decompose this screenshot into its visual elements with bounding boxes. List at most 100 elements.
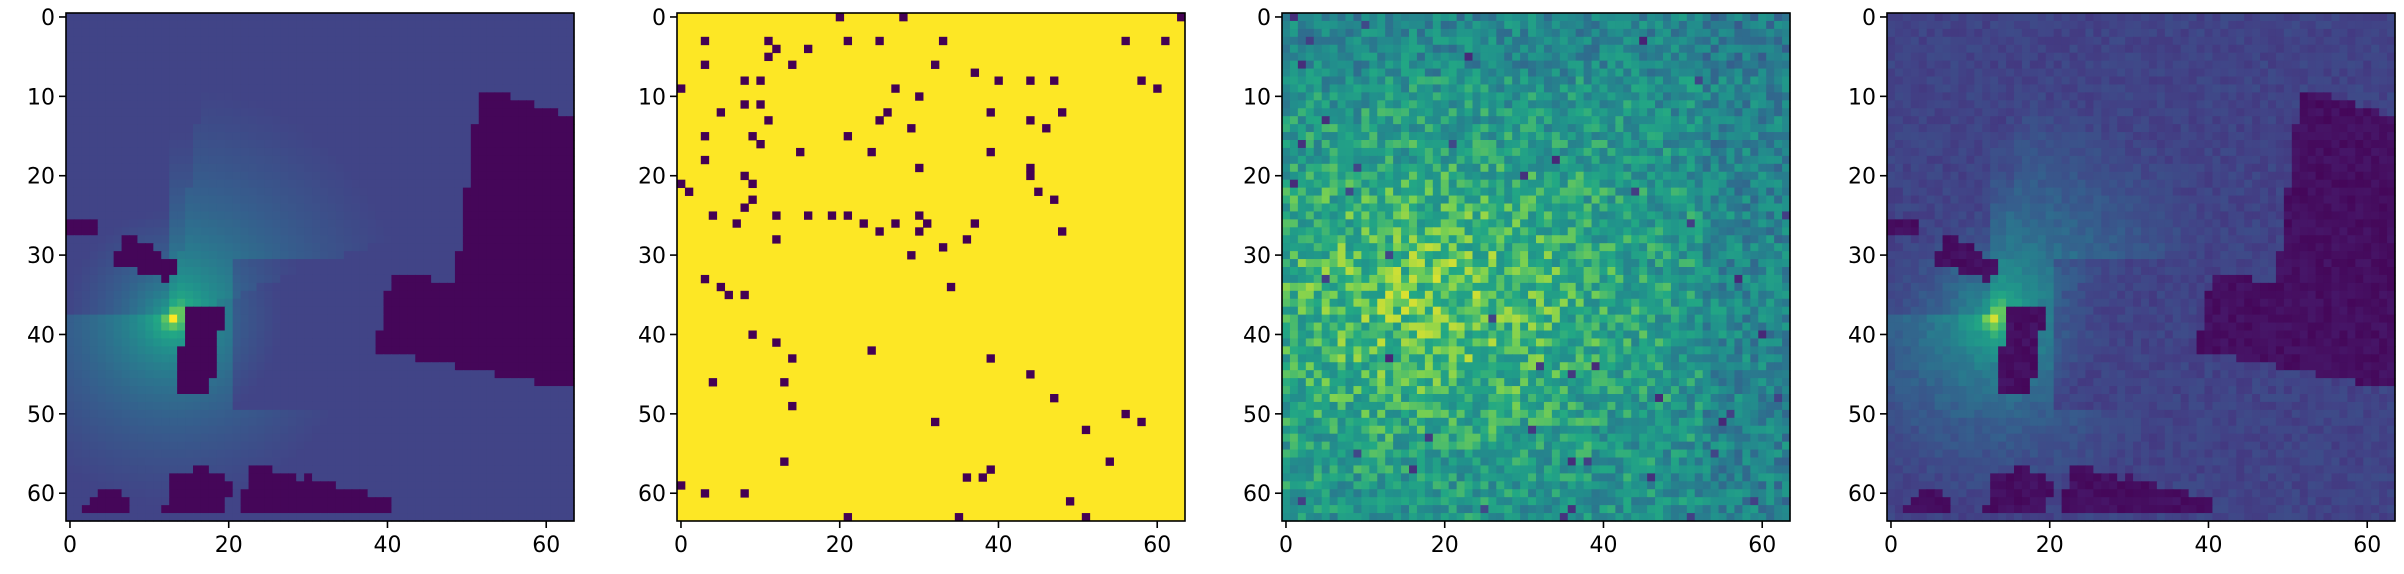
heatmap-cell [89, 92, 99, 101]
mask-background [677, 13, 1185, 521]
heatmap-cell [208, 195, 218, 205]
heatmap-cell [304, 163, 313, 173]
heatmap-cell [399, 386, 408, 395]
heatmap-cell [351, 322, 361, 332]
heatmap-cell [327, 441, 337, 451]
heatmap-cell [1313, 68, 1323, 78]
heatmap-cell [256, 346, 266, 355]
heatmap-cell [248, 108, 258, 117]
heatmap-cell [137, 140, 146, 149]
heatmap-cell [97, 370, 107, 379]
heatmap-cell [121, 489, 131, 498]
heatmap-cell [1718, 76, 1728, 86]
heatmap-cell [256, 362, 266, 371]
heatmap-cell [542, 219, 551, 228]
heatmap-cell [89, 20, 99, 30]
heatmap-cell [216, 465, 226, 474]
heatmap-cell [1567, 60, 1577, 70]
heatmap-cell [343, 267, 353, 276]
heatmap-cell [304, 267, 313, 276]
heatmap-cell [169, 417, 178, 427]
heatmap-cell [470, 417, 480, 427]
heatmap-cell [97, 140, 107, 149]
heatmap-cell [320, 52, 329, 62]
heatmap-cell [256, 259, 266, 268]
heatmap-cell [502, 195, 512, 205]
heatmap-cell [232, 92, 242, 101]
heatmap-cell [1416, 36, 1426, 46]
heatmap-cell [526, 92, 535, 101]
heatmap-cell [550, 44, 559, 54]
heatmap-cell [256, 465, 266, 474]
heatmap-cell [73, 409, 83, 419]
heatmap-cell [566, 211, 575, 220]
heatmap-cell [1377, 84, 1386, 93]
heatmap-cell [431, 116, 440, 125]
heatmap-cell [161, 76, 170, 86]
heatmap-cell [240, 259, 250, 268]
heatmap-cell [510, 13, 520, 22]
heatmap-cell [161, 505, 170, 514]
heatmap-cell [304, 505, 313, 514]
heatmap-cell [232, 163, 242, 173]
heatmap-cell [447, 163, 456, 173]
heatmap-cell [550, 409, 559, 419]
heatmap-cell [304, 179, 313, 189]
sample-point [867, 346, 876, 355]
heatmap-cell [550, 259, 559, 268]
heatmap-cell [224, 243, 234, 252]
heatmap-cell [1647, 44, 1656, 54]
heatmap-cell [89, 203, 99, 213]
heatmap-cell [1464, 52, 1474, 62]
heatmap-cell [454, 513, 464, 522]
heatmap-cell [566, 465, 575, 474]
heatmap-cell [351, 497, 361, 506]
heatmap-cell [367, 52, 377, 62]
heatmap-cell [193, 401, 202, 411]
heatmap-cell [224, 505, 234, 514]
heatmap-cell [216, 298, 226, 308]
heatmap-cell [288, 140, 297, 149]
heatmap-cell [1416, 92, 1426, 101]
heatmap-cell [161, 147, 170, 157]
heatmap-cell [185, 52, 194, 62]
heatmap-cell [169, 251, 178, 260]
heatmap-cell [280, 243, 289, 252]
heatmap-cell [462, 203, 472, 213]
heatmap-cell [502, 338, 512, 347]
heatmap-cell [296, 417, 305, 427]
heatmap-cell [502, 417, 512, 427]
heatmap-cell [280, 211, 289, 220]
heatmap-cell [1504, 68, 1513, 78]
heatmap-cell [518, 116, 527, 125]
heatmap-cell [1369, 60, 1378, 70]
heatmap-cell [566, 92, 575, 101]
heatmap-cell [81, 171, 91, 181]
heatmap-cell [1337, 28, 1347, 38]
heatmap-cell [208, 274, 218, 284]
heatmap-cell [391, 409, 400, 419]
heatmap-cell [335, 132, 345, 141]
heatmap-cell [431, 147, 440, 157]
heatmap-cell [1480, 13, 1489, 22]
heatmap-cell [1734, 52, 1743, 62]
heatmap-cell [320, 282, 329, 292]
heatmap-cell [73, 251, 83, 260]
heatmap-cell [391, 282, 400, 292]
heatmap-cell [391, 378, 400, 387]
heatmap-cell [423, 60, 432, 70]
heatmap-cell [296, 489, 305, 498]
heatmap-cell [113, 211, 123, 220]
heatmap-cell [1456, 100, 1466, 109]
heatmap-cell [1702, 84, 1712, 93]
heatmap-cell [113, 155, 123, 165]
heatmap-cell [327, 179, 337, 189]
heatmap-cell [526, 52, 535, 62]
heatmap-cell [113, 346, 123, 355]
heatmap-cell [145, 282, 154, 292]
heatmap-cell [216, 306, 226, 316]
heatmap-cell [407, 52, 416, 62]
heatmap-cell [121, 116, 131, 125]
heatmap-cell [1488, 100, 1497, 109]
heatmap-cell [200, 473, 210, 482]
